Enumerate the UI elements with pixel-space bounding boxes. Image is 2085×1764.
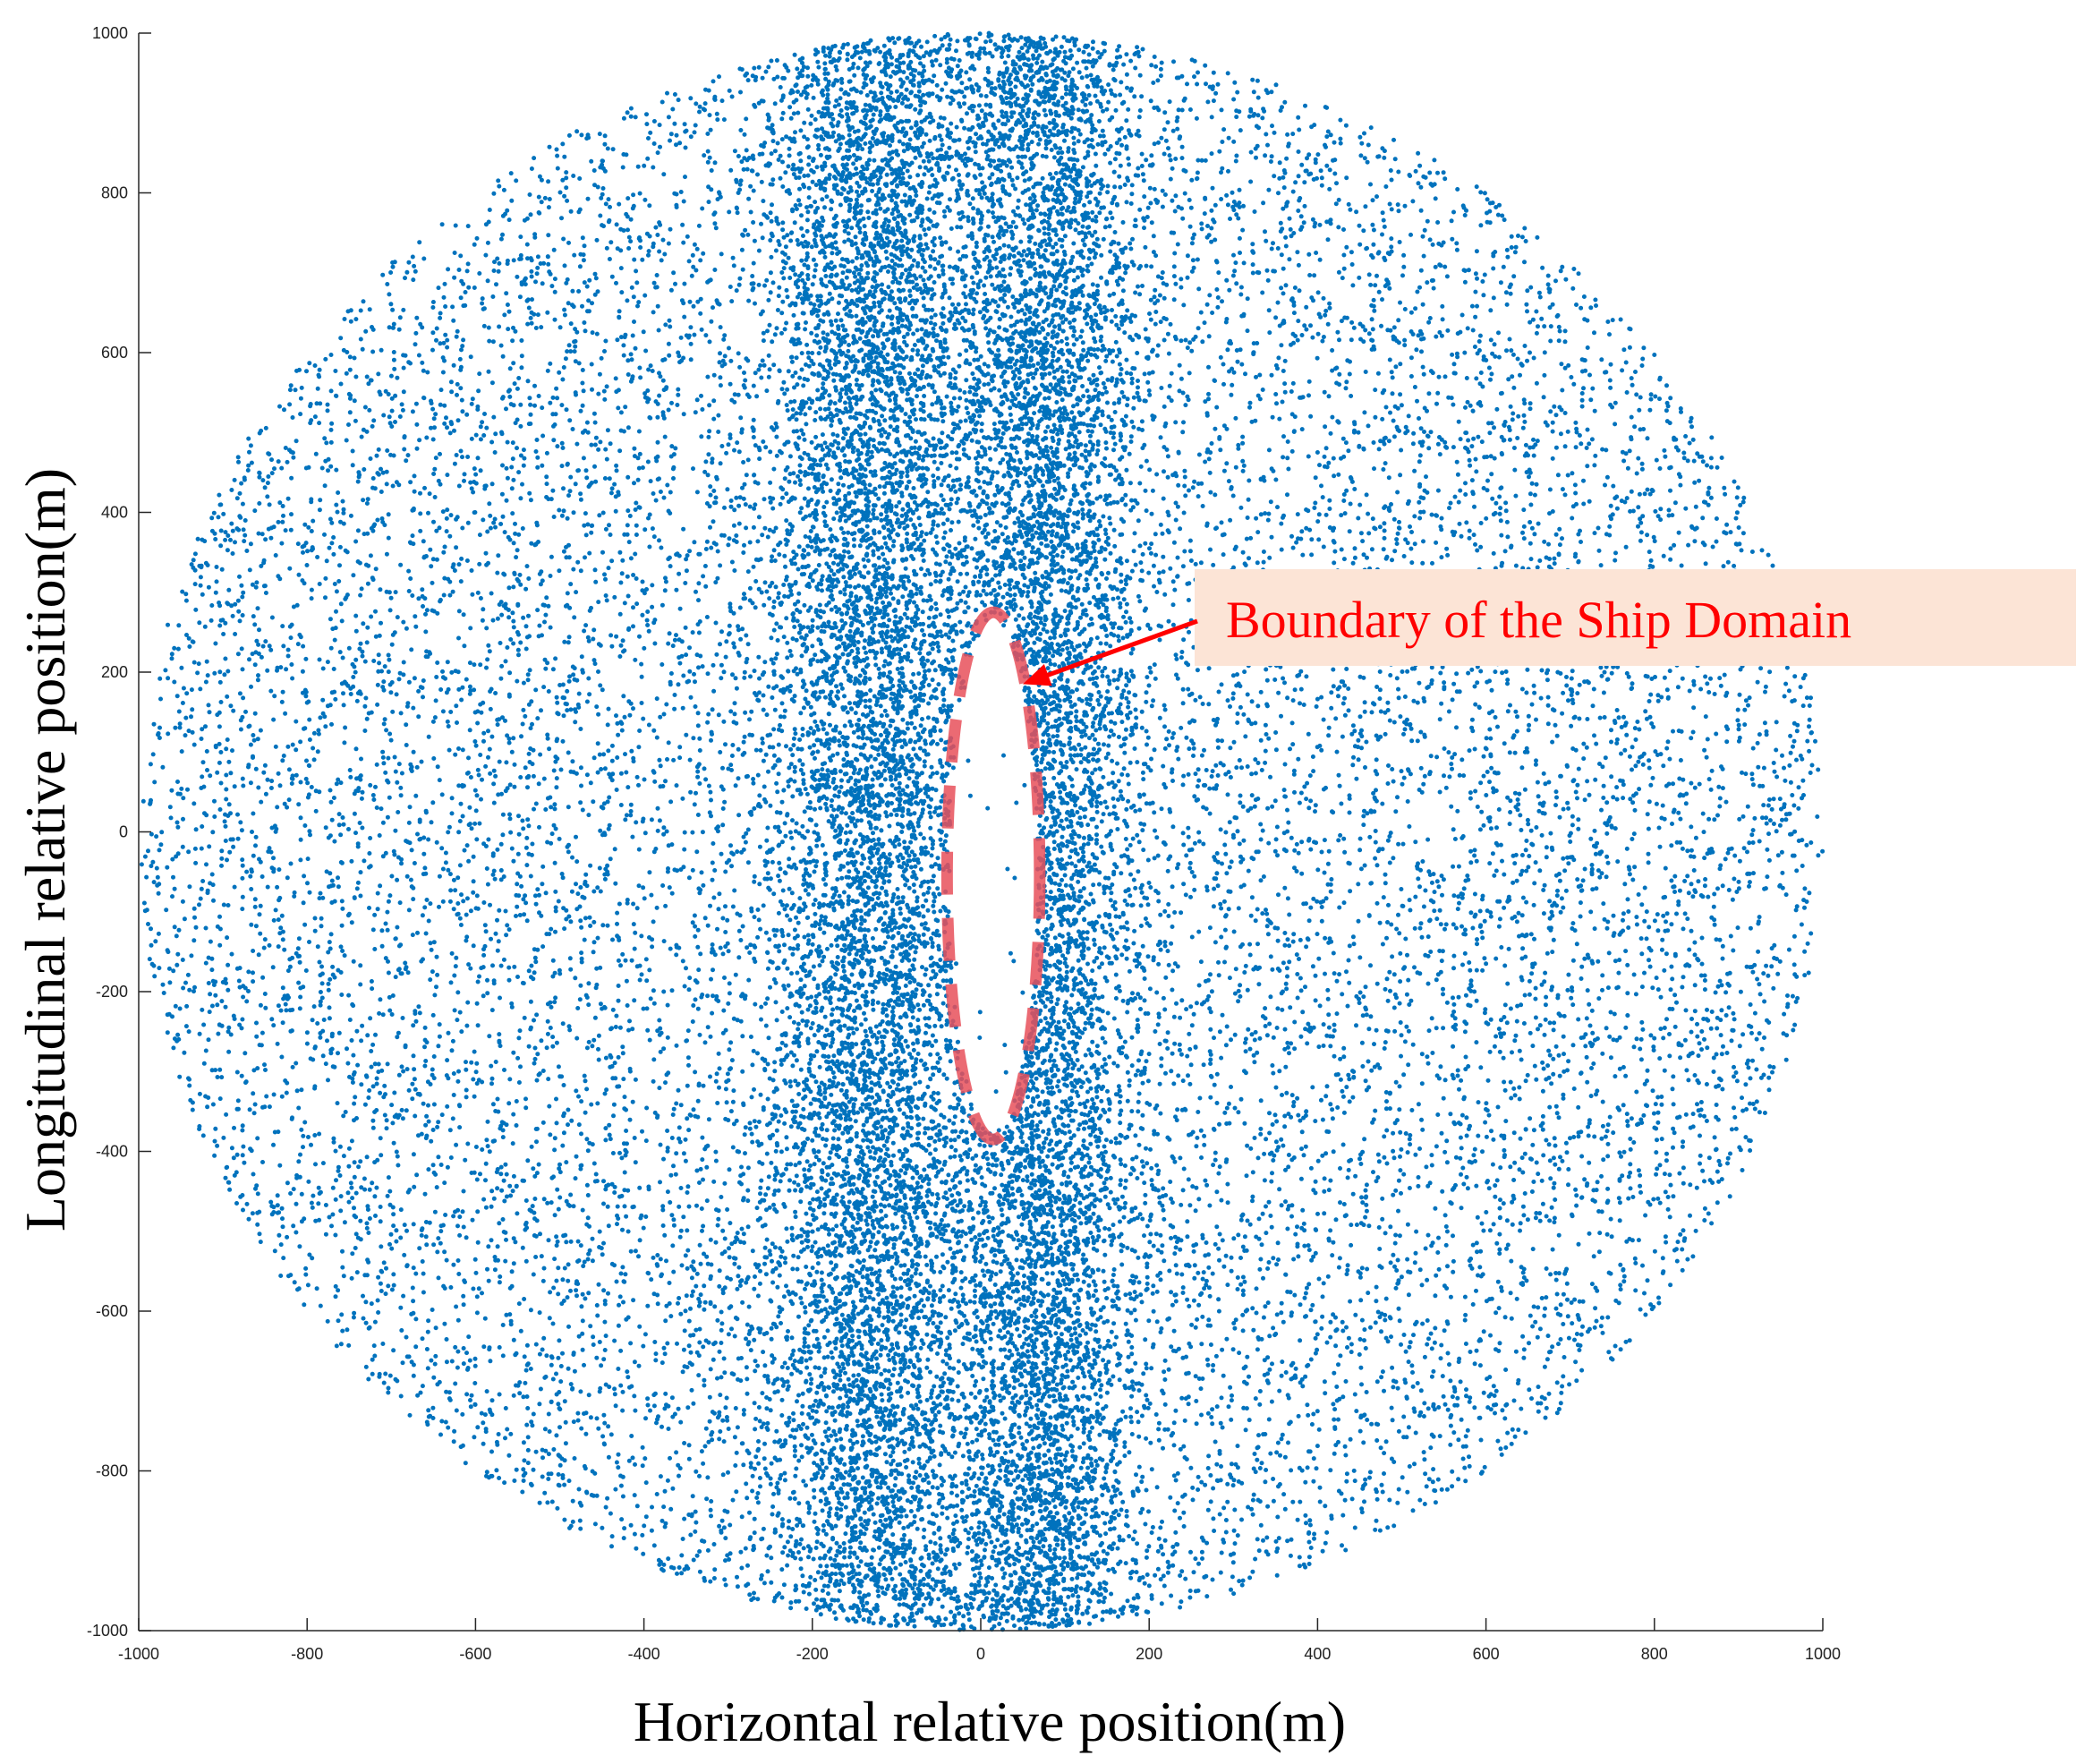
x-tick-label: -600 — [459, 1645, 491, 1663]
x-tick-label: 1000 — [1805, 1645, 1841, 1663]
annotation-arrowhead — [1023, 663, 1052, 686]
y-tick-label: -1000 — [87, 1622, 128, 1640]
x-tick-label: -200 — [796, 1645, 829, 1663]
y-tick-label: 600 — [101, 344, 128, 362]
x-axis-ticks: -1000 -800 -600 -400 -200 0 200 400 600 800 1000 — [118, 1618, 1841, 1663]
y-tick-label: -200 — [96, 983, 128, 1001]
annotation-text: Boundary of the Ship Domain — [1226, 591, 1851, 649]
y-tick-label: 1000 — [92, 24, 128, 42]
y-tick-label: 400 — [101, 504, 128, 522]
y-tick-label: 200 — [101, 663, 128, 681]
x-tick-label: 400 — [1304, 1645, 1331, 1663]
scatter-series-points — [139, 30, 1825, 1632]
x-tick-label: 800 — [1641, 1645, 1668, 1663]
y-tick-label: -600 — [96, 1302, 128, 1320]
x-tick-label: -400 — [628, 1645, 660, 1663]
x-tick-label: -800 — [291, 1645, 323, 1663]
ship-domain-boundary — [940, 606, 1046, 1146]
scatter-points — [139, 30, 1825, 1632]
y-axis-ticks: -1000 -800 -600 -400 -200 0 200 400 600 800 1000 — [87, 24, 151, 1640]
x-tick-label: -1000 — [118, 1645, 159, 1663]
y-tick-label: 800 — [101, 184, 128, 202]
y-tick-label: 0 — [119, 823, 128, 841]
annotation-box — [1195, 569, 2076, 666]
y-tick-label: -800 — [96, 1462, 128, 1480]
y-axis-label: Longitudinal relative position(m) — [13, 468, 77, 1231]
x-tick-label: 600 — [1473, 1645, 1500, 1663]
x-axis-label: Horizontal relative position(m) — [634, 1690, 1346, 1753]
annotation-arrow — [1042, 618, 1198, 679]
y-tick-label: -400 — [96, 1143, 128, 1161]
x-tick-label: 0 — [976, 1645, 985, 1663]
x-tick-label: 200 — [1136, 1645, 1162, 1663]
